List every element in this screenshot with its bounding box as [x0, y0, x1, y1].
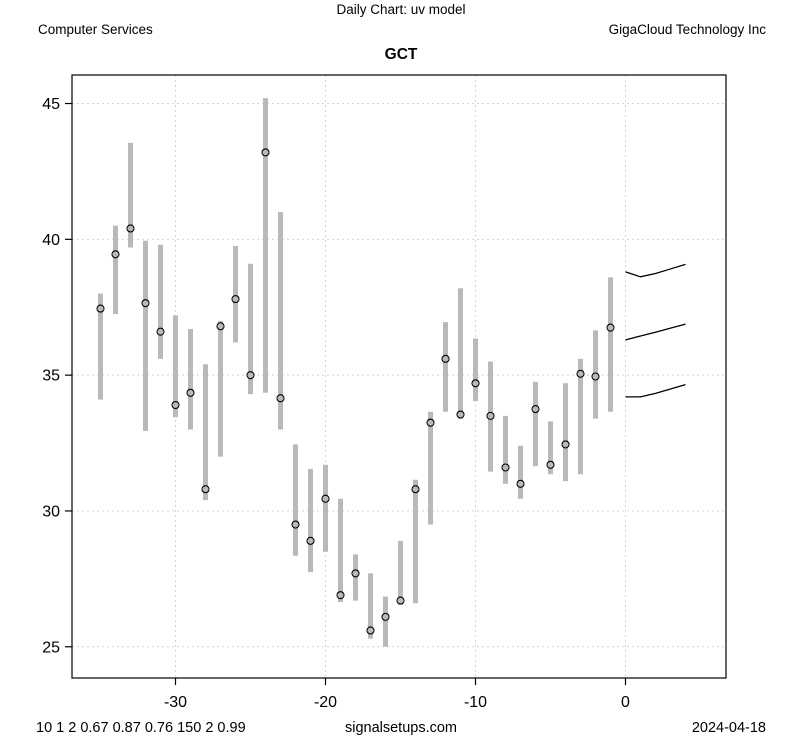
- close-marker: [126, 224, 135, 233]
- close-marker: [186, 388, 195, 397]
- symbol-title: GCT: [384, 46, 418, 63]
- sector-label: Computer Services: [38, 22, 153, 37]
- close-marker: [591, 372, 600, 381]
- close-marker: [561, 440, 570, 449]
- report-date: 2024-04-18: [691, 720, 766, 736]
- forecast-line-middle: [625, 323, 686, 341]
- close-marker: [576, 369, 585, 378]
- close-marker: [96, 304, 105, 313]
- x-tick-label: -10: [464, 694, 487, 711]
- close-marker: [501, 463, 510, 472]
- close-marker: [456, 410, 465, 419]
- site-label: signalsetups.com: [344, 720, 458, 736]
- plot-frame: [71, 74, 727, 679]
- close-marker: [516, 479, 525, 488]
- close-marker: [336, 591, 345, 600]
- x-tick-label: -20: [314, 694, 337, 711]
- close-marker: [321, 494, 330, 503]
- close-marker: [231, 295, 240, 304]
- close-marker: [156, 327, 165, 336]
- close-marker: [366, 626, 375, 635]
- close-marker: [276, 394, 285, 403]
- close-marker: [216, 322, 225, 331]
- close-marker: [246, 371, 255, 380]
- y-tick-label: 40: [42, 232, 60, 249]
- close-marker: [396, 596, 405, 605]
- close-marker: [546, 460, 555, 469]
- close-marker: [471, 379, 480, 388]
- chart-header-title: Daily Chart: uv model: [336, 2, 466, 17]
- close-marker: [201, 485, 210, 494]
- close-marker: [426, 418, 435, 427]
- close-marker: [261, 148, 270, 157]
- close-marker: [441, 354, 450, 363]
- close-marker: [306, 536, 315, 545]
- close-marker: [111, 250, 120, 259]
- y-tick-label: 35: [42, 368, 60, 385]
- y-tick-label: 45: [42, 96, 60, 113]
- company-label: GigaCloud Technology Inc: [608, 22, 766, 37]
- forecast-line-lower: [625, 384, 686, 398]
- close-marker: [606, 323, 615, 332]
- close-marker: [381, 612, 390, 621]
- close-marker: [486, 411, 495, 420]
- forecast-line-upper: [625, 263, 686, 278]
- close-marker: [141, 299, 150, 308]
- model-params: 10 1 2 0.67 0.87 0.76 150 2 0.99: [36, 720, 246, 736]
- close-marker: [531, 405, 540, 414]
- x-tick-label: -30: [164, 694, 187, 711]
- close-marker: [171, 400, 180, 410]
- close-marker: [291, 520, 300, 529]
- y-tick-label: 25: [42, 639, 60, 656]
- close-marker: [411, 485, 420, 494]
- y-tick-label: 30: [42, 503, 60, 520]
- x-tick-label: 0: [621, 694, 630, 711]
- close-marker: [351, 569, 360, 578]
